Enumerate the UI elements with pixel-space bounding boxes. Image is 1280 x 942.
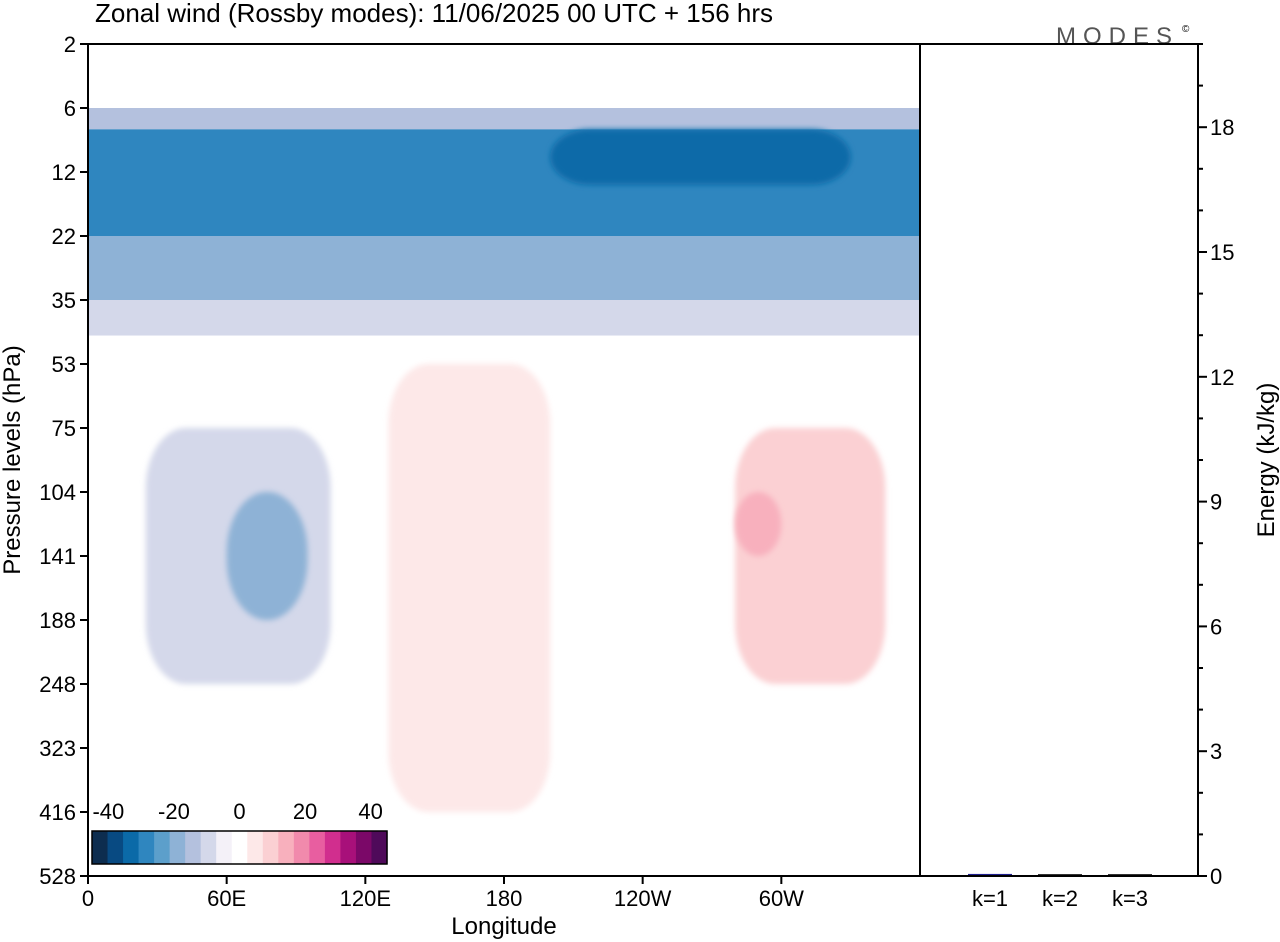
colorbar-tick-label: 40 xyxy=(358,799,382,824)
colorbar-tick-label: -20 xyxy=(158,799,190,824)
colorbar-swatch xyxy=(371,831,388,864)
heatmap-region xyxy=(88,300,920,336)
y-tick-label: 323 xyxy=(39,736,76,761)
heatmap-region xyxy=(550,129,851,185)
y-tick-label: 188 xyxy=(39,608,76,633)
colorbar-swatch xyxy=(138,831,155,864)
x-tick-label: 120E xyxy=(340,886,391,911)
energy-category-label: k=1 xyxy=(972,886,1008,911)
energy-bar xyxy=(968,873,1012,876)
y-tick-label: 75 xyxy=(52,416,76,441)
colorbar-frame xyxy=(91,830,388,865)
y-tick-label: 248 xyxy=(39,672,76,697)
colorbar-swatch xyxy=(154,831,171,864)
energy-tick-label: 9 xyxy=(1210,490,1222,515)
x-axis-label: Longitude xyxy=(451,913,556,940)
colorbar: -40 -20 0 20 40 xyxy=(91,799,388,865)
colorbar-tick-label: 20 xyxy=(293,799,317,824)
x-tick-label: 0 xyxy=(82,886,94,911)
colorbar-swatch xyxy=(92,831,109,864)
energy-tick-label: 0 xyxy=(1210,864,1222,889)
colorbar-swatch xyxy=(216,831,233,864)
colorbar-swatch xyxy=(231,831,248,864)
energy-tick-label: 12 xyxy=(1210,365,1234,390)
colorbar-swatch xyxy=(355,831,373,864)
colorbar-swatch xyxy=(324,831,342,864)
modes-logo-mark: © xyxy=(1182,24,1190,35)
colorbar-tick-label: 0 xyxy=(233,799,245,824)
y-tick-label: 528 xyxy=(39,864,76,889)
energy-tick-label: 18 xyxy=(1210,115,1234,140)
heatmap-region xyxy=(88,44,920,108)
y-tick-label: 2 xyxy=(64,32,76,57)
energy-bars: k=1 k=2 k=3 xyxy=(968,873,1152,911)
energy-category-label: k=2 xyxy=(1042,886,1078,911)
energy-category-label: k=3 xyxy=(1112,886,1148,911)
heatmap xyxy=(88,44,920,876)
heatmap-region xyxy=(88,108,920,130)
energy-panel-frame xyxy=(919,43,1199,877)
x-tick-label: 180 xyxy=(486,886,523,911)
y-tick-label: 6 xyxy=(64,96,76,121)
colorbar-tick-label: -40 xyxy=(92,799,124,824)
y-tick-label: 416 xyxy=(39,800,76,825)
modes-logo: MODES xyxy=(1056,23,1179,50)
colorbar-swatch xyxy=(309,831,326,864)
heatmap-region xyxy=(388,364,551,812)
heatmap-region xyxy=(226,492,308,620)
colorbar-swatch xyxy=(123,831,140,864)
heatmap-region xyxy=(735,492,782,556)
x-tick-label: 60E xyxy=(207,886,246,911)
heatmap-region xyxy=(88,236,920,300)
y-tick-label: 12 xyxy=(52,160,76,185)
colorbar-swatch xyxy=(278,831,295,864)
colorbar-swatch xyxy=(340,831,357,864)
energy-tick-label: 15 xyxy=(1210,240,1234,265)
y-tick-label: 35 xyxy=(52,288,76,313)
y-tick-label: 141 xyxy=(39,544,76,569)
y-tick-label: 22 xyxy=(52,224,76,249)
energy-tick-label: 6 xyxy=(1210,614,1222,639)
colorbar-swatch xyxy=(262,831,279,864)
colorbar-swatch xyxy=(185,831,202,864)
colorbar-swatch xyxy=(293,831,310,864)
y-axis-label: Pressure levels (hPa) xyxy=(0,345,26,574)
y-tick-label: 53 xyxy=(52,352,76,377)
x-tick-label: 60W xyxy=(759,886,804,911)
heatmap-region xyxy=(735,428,886,684)
colorbar-swatch xyxy=(107,831,124,864)
colorbar-swatch xyxy=(169,831,186,864)
energy-tick-label: 3 xyxy=(1210,739,1222,764)
energy-axis-label: Energy (kJ/kg) xyxy=(1253,383,1280,538)
colorbar-swatch xyxy=(247,831,264,864)
chart-title: Zonal wind (Rossby modes): 11/06/2025 00… xyxy=(95,0,773,28)
x-tick-label: 120W xyxy=(614,886,672,911)
y-tick-label: 104 xyxy=(39,480,76,505)
colorbar-swatch xyxy=(200,831,217,864)
